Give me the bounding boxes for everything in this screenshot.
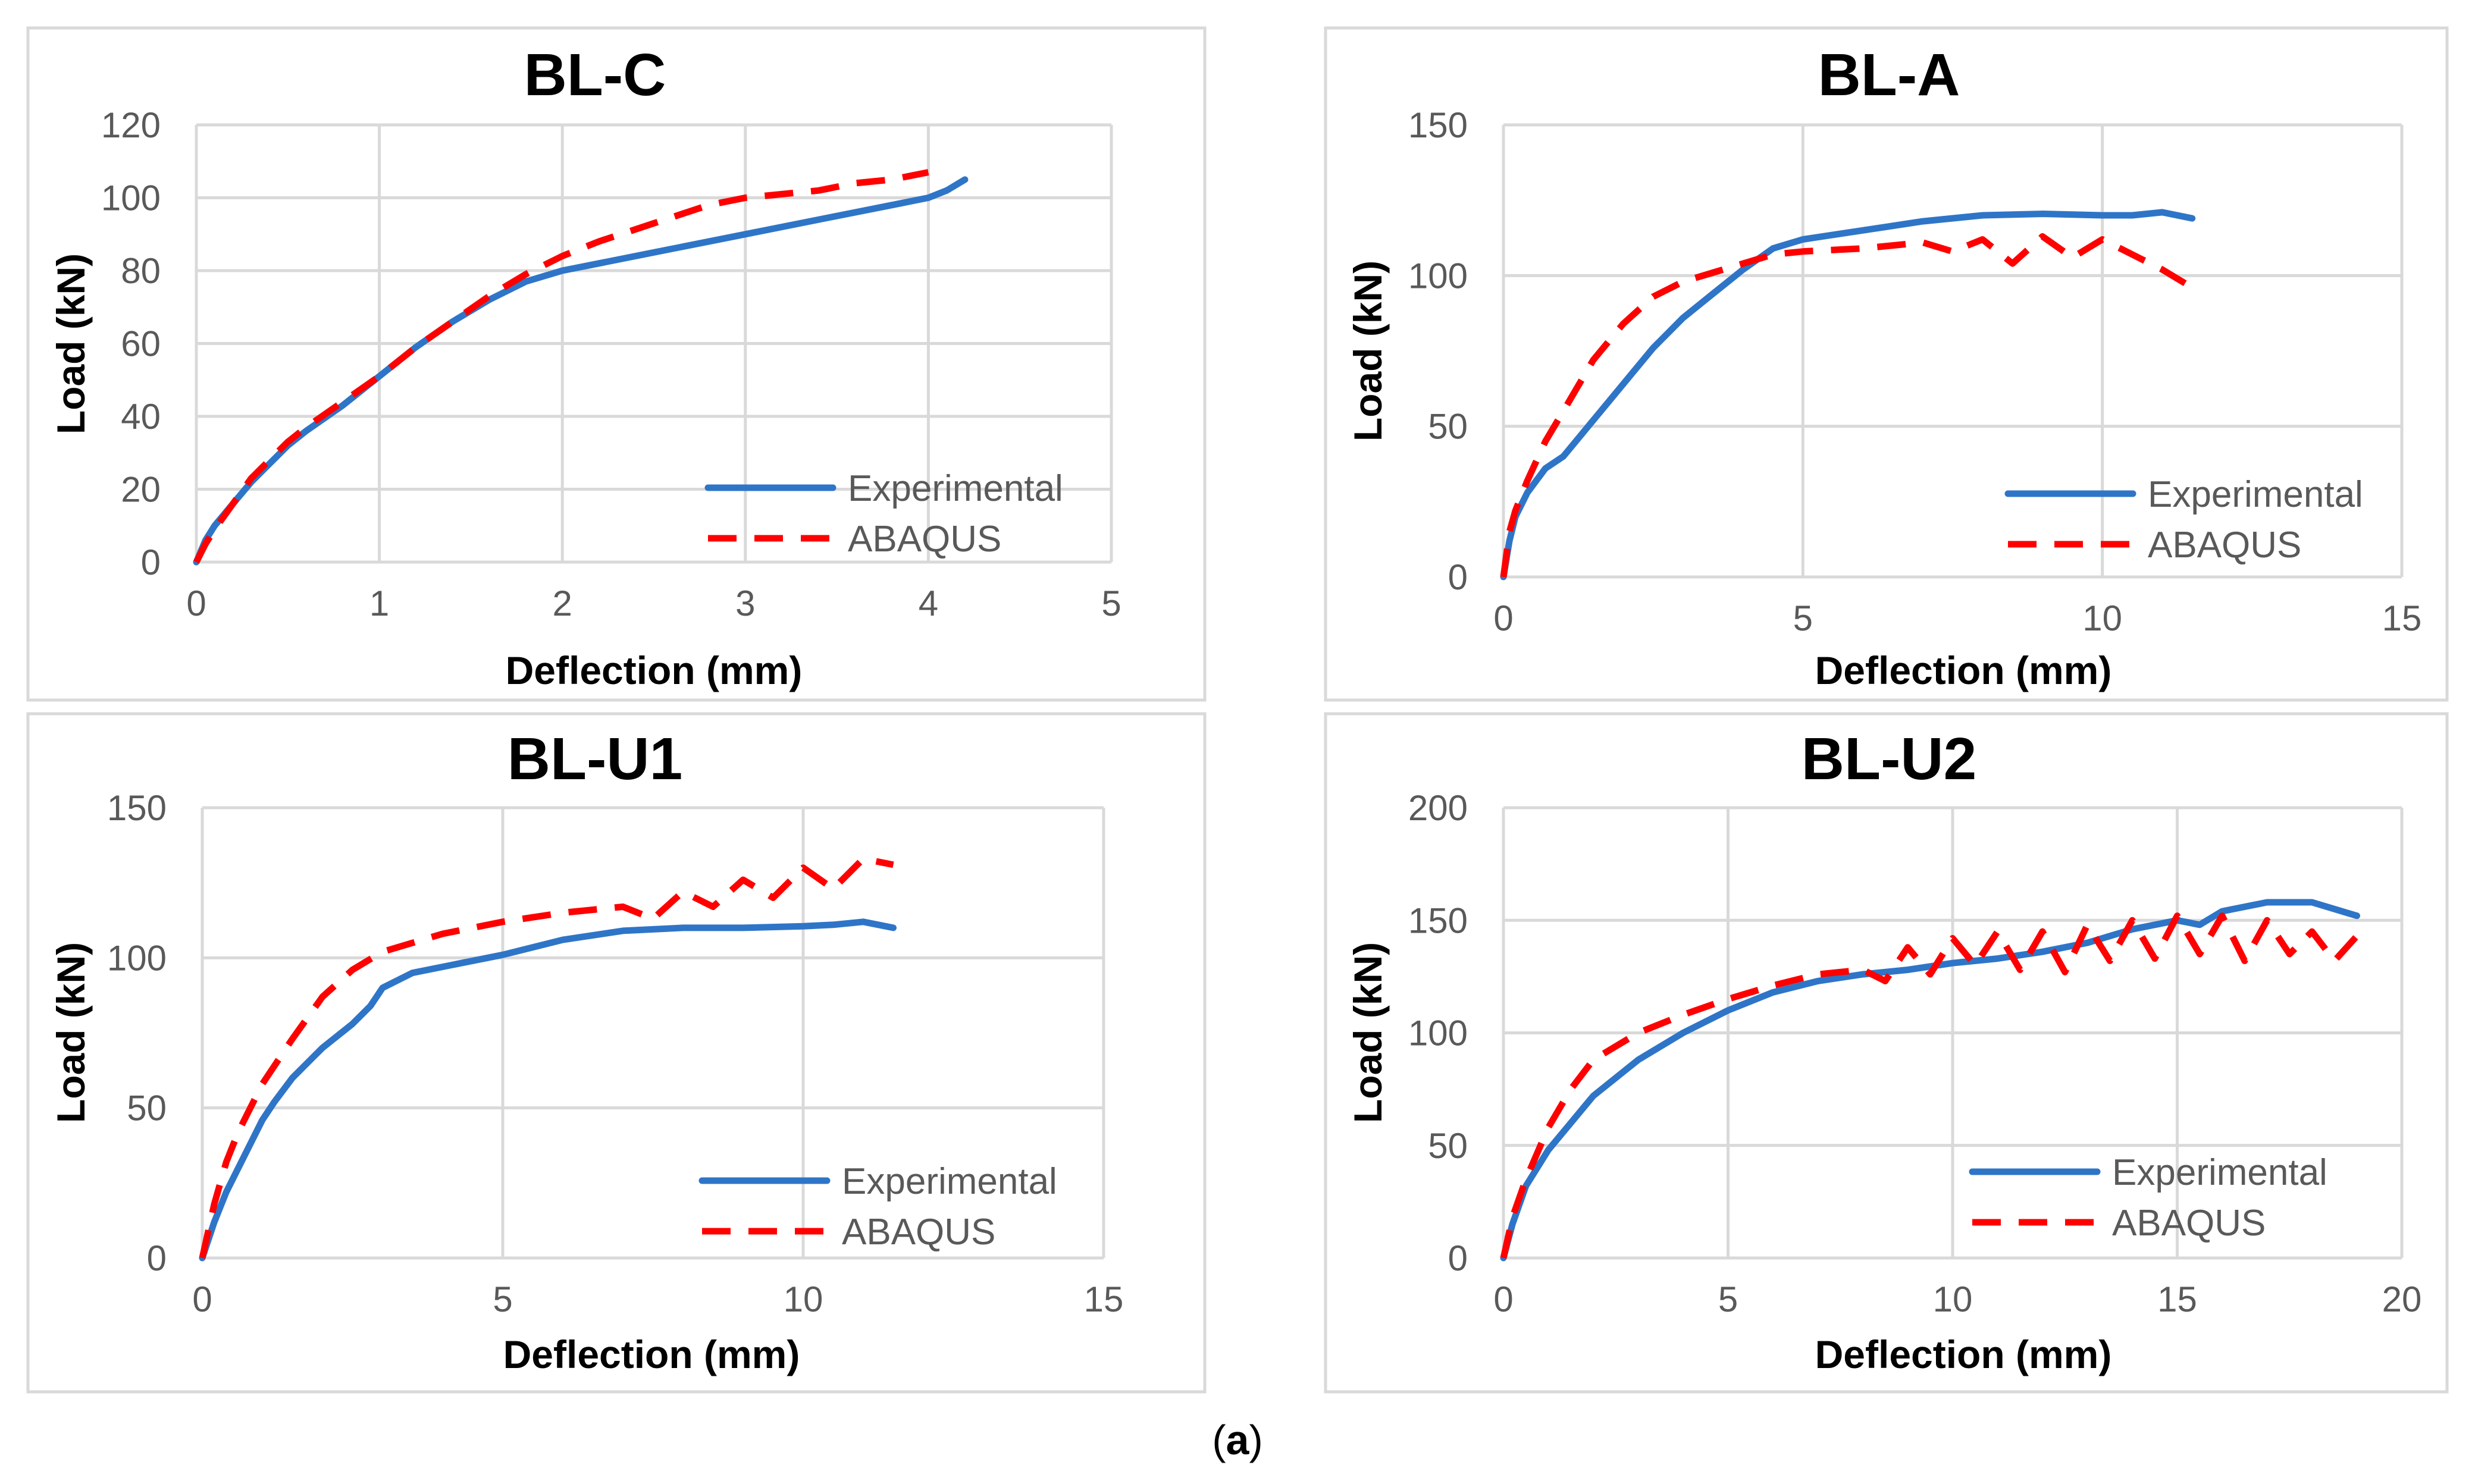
y-tick-label: 0 — [1448, 557, 1468, 597]
x-tick-label: 10 — [784, 1279, 823, 1319]
legend: Experimental ABAQUS — [1969, 1152, 2327, 1244]
y-tick-label: 150 — [1408, 105, 1468, 145]
x-tick-label: 20 — [2382, 1279, 2422, 1319]
caption-letter: a — [1226, 1417, 1250, 1463]
x-tick-label: 15 — [1084, 1279, 1124, 1319]
chart-frame — [26, 712, 1207, 1394]
legend-label-experimental: Experimental — [2112, 1152, 2327, 1193]
chart-bl-a: 0 50 100 150 0 5 10 15 BL-A Deflection (mm) Load (… — [1324, 26, 2449, 702]
x-tick-label: 0 — [192, 1279, 212, 1319]
series-line-experimental — [1500, 899, 2360, 1262]
legend-label-abaqus: ABAQUS — [848, 519, 1001, 560]
series-line-abaqus — [199, 855, 894, 1259]
x-axis-label: Deflection (mm) — [1815, 1332, 2112, 1376]
chart-title: BL-U2 — [1802, 726, 1976, 792]
x-tick-label: 15 — [2157, 1279, 2197, 1319]
x-tick-label: 4 — [919, 583, 938, 623]
y-tick-label: 50 — [1428, 407, 1468, 447]
y-tick-label: 100 — [101, 178, 161, 218]
y-axis-label: Load (kN) — [49, 942, 93, 1123]
x-tick-label: 5 — [1718, 1279, 1738, 1319]
legend-label-experimental: Experimental — [848, 468, 1063, 509]
y-tick-label: 40 — [121, 397, 161, 437]
caption-close: ) — [1249, 1417, 1262, 1463]
y-tick-label: 150 — [1408, 901, 1468, 940]
x-axis-label: Deflection (mm) — [506, 648, 803, 692]
chart-bl-c: 0 20 40 60 80 100 120 0 1 2 3 4 5 BL-C Deflection (mm)… — [26, 26, 1207, 702]
y-tick-label: 120 — [101, 105, 161, 145]
series-line-experimental — [193, 176, 969, 566]
y-axis-label: Load (kN) — [1346, 942, 1390, 1123]
legend-label-abaqus: ABAQUS — [2148, 525, 2301, 566]
x-tick-label: 10 — [2082, 598, 2122, 638]
y-tick-label: 50 — [1428, 1126, 1468, 1166]
x-tick-label: 10 — [1933, 1279, 1973, 1319]
x-axis-label: Deflection (mm) — [503, 1332, 800, 1376]
y-tick-label: 0 — [147, 1238, 167, 1278]
y-axis-label: Load (kN) — [49, 253, 93, 434]
y-tick-label: 60 — [121, 324, 161, 364]
legend-label-experimental: Experimental — [2148, 474, 2363, 515]
y-tick-label: 0 — [1448, 1238, 1468, 1278]
chart-frame — [1324, 712, 2449, 1394]
x-tick-label: 0 — [186, 583, 206, 623]
y-tick-label: 80 — [121, 251, 161, 291]
y-tick-label: 100 — [107, 938, 167, 978]
y-tick-label: 50 — [127, 1088, 167, 1128]
y-tick-label: 0 — [141, 542, 161, 582]
x-tick-label: 15 — [2382, 598, 2422, 638]
legend-label-abaqus: ABAQUS — [842, 1212, 995, 1253]
x-tick-label: 5 — [493, 1279, 512, 1319]
x-tick-label: 5 — [1101, 583, 1121, 623]
series-line-experimental — [199, 918, 897, 1262]
x-tick-label: 0 — [1493, 598, 1513, 638]
chart-frame — [26, 26, 1207, 702]
y-tick-label: 100 — [1408, 256, 1468, 296]
y-tick-label: 150 — [107, 788, 167, 828]
x-tick-label: 1 — [369, 583, 389, 623]
chart-frame — [1324, 26, 2449, 702]
legend: Experimental ABAQUS — [704, 468, 1063, 560]
x-tick-label: 2 — [553, 583, 572, 623]
chart-bl-u2: 0 50 100 150 200 0 5 10 15 20 BL-U2 Deflection (mm)… — [1324, 712, 2449, 1394]
series-line-abaqus — [1500, 912, 2360, 1259]
legend-label-experimental: Experimental — [842, 1161, 1057, 1202]
y-tick-label: 20 — [121, 470, 161, 510]
x-tick-label: 0 — [1493, 1279, 1513, 1319]
figure-caption: (a) — [1212, 1417, 1263, 1463]
x-tick-label: 3 — [735, 583, 755, 623]
chart-bl-u1: 0 50 100 150 0 5 10 15 BL-U1 Deflection (mm) Load … — [26, 712, 1207, 1394]
chart-title: BL-U1 — [507, 726, 682, 792]
legend-label-abaqus: ABAQUS — [2112, 1203, 2266, 1244]
legend: Experimental ABAQUS — [698, 1161, 1057, 1253]
caption-open: ( — [1212, 1417, 1226, 1463]
legend: Experimental ABAQUS — [2004, 474, 2363, 566]
chart-title: BL-C — [524, 42, 666, 108]
series-line-abaqus — [193, 169, 929, 564]
series-line-experimental — [1500, 209, 2196, 581]
x-axis-label: Deflection (mm) — [1815, 648, 2112, 692]
x-tick-label: 5 — [1793, 598, 1813, 638]
y-tick-label: 100 — [1408, 1014, 1468, 1053]
chart-title: BL-A — [1818, 42, 1960, 108]
series-line-abaqus — [1500, 233, 2194, 578]
y-tick-label: 200 — [1408, 788, 1468, 828]
y-axis-label: Load (kN) — [1346, 261, 1390, 441]
